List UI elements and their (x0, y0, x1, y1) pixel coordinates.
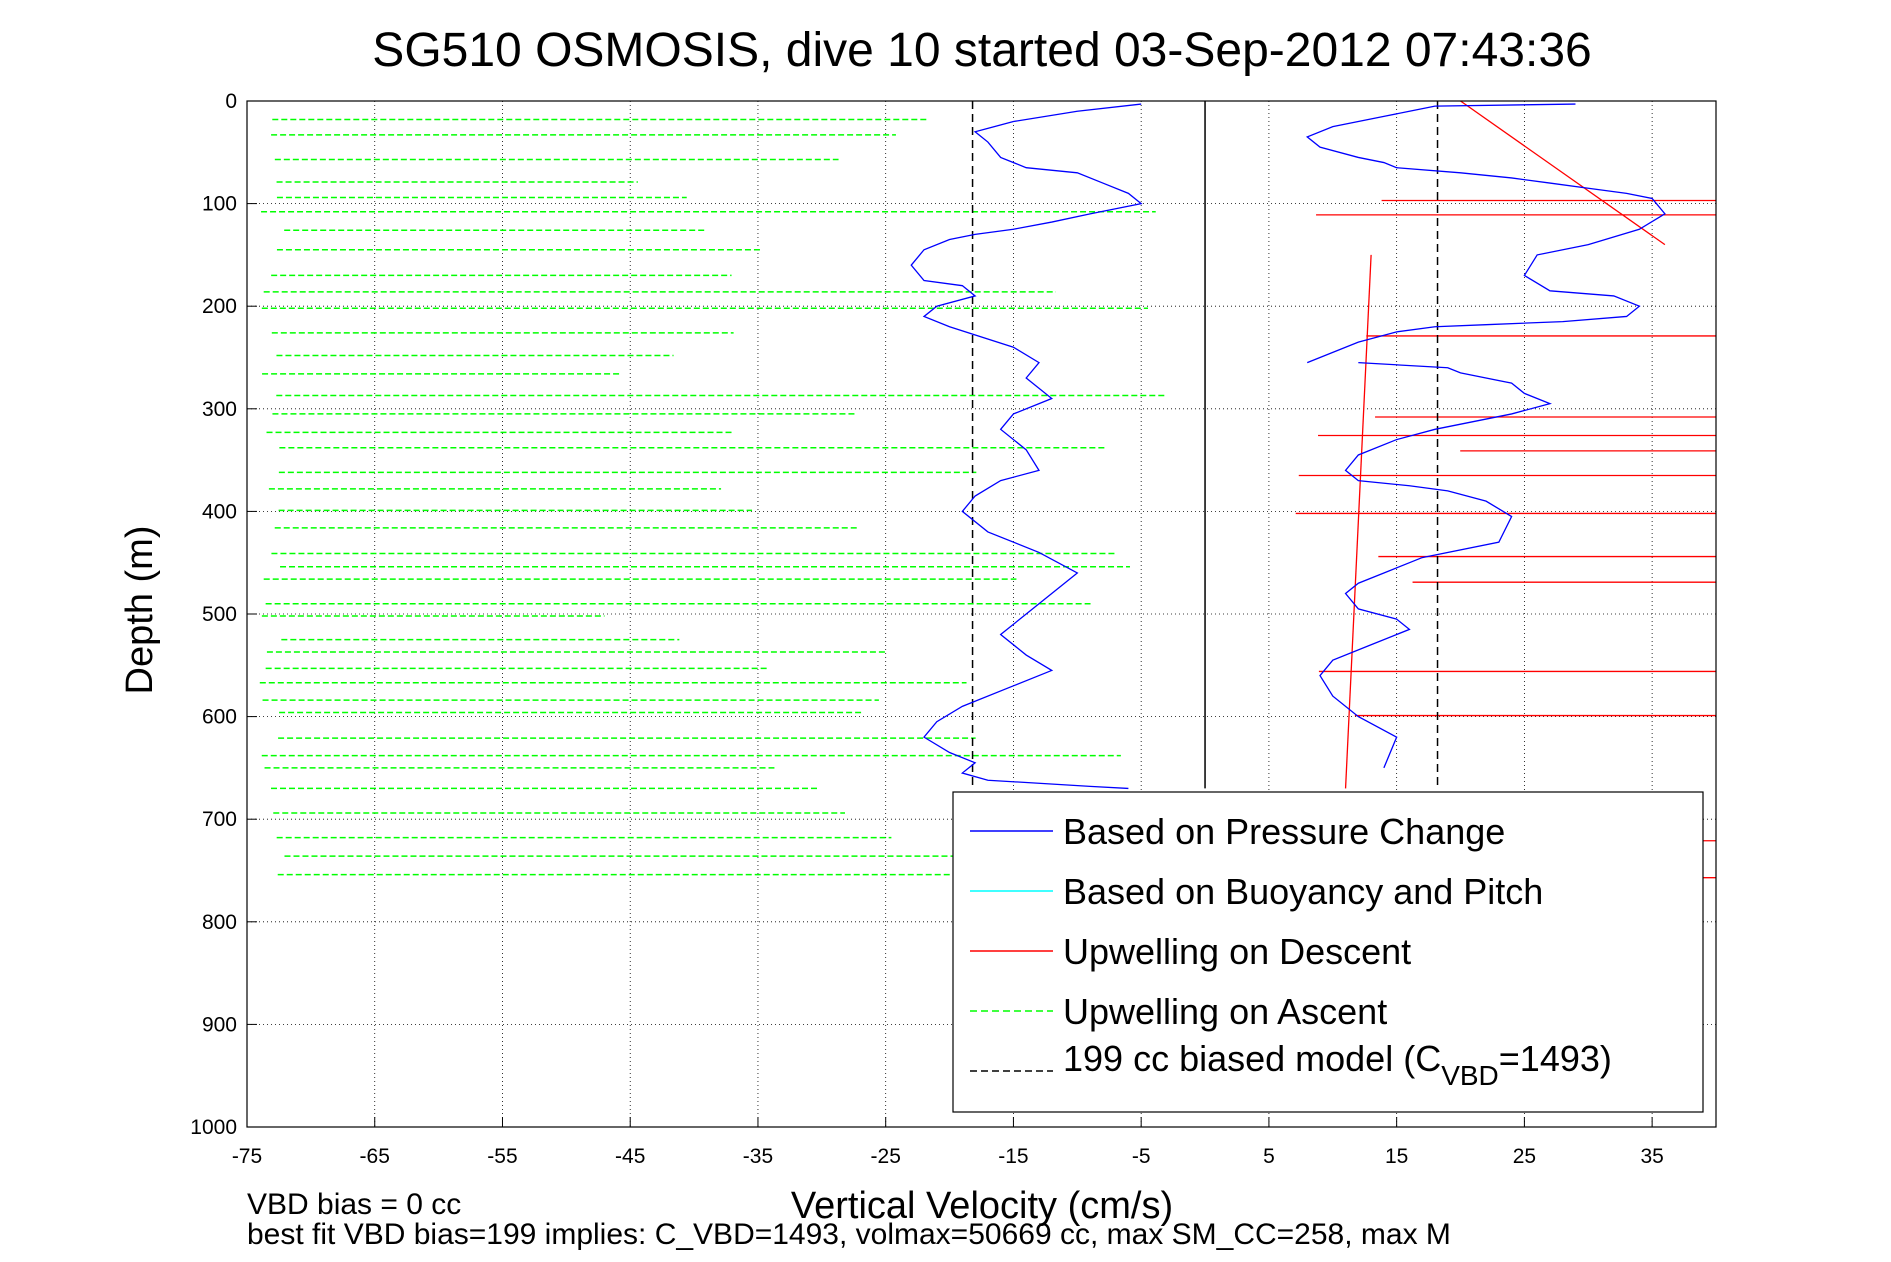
x-tick-label: -55 (487, 1145, 517, 1168)
descent-trend-line (1460, 100, 1666, 246)
note-line-2: best fit VBD bias=199 implies: C_VBD=149… (247, 1218, 1451, 1251)
x-tick-label: -15 (998, 1145, 1028, 1168)
x-tick-label: -75 (232, 1145, 262, 1168)
x-tick-label: -25 (871, 1145, 901, 1168)
legend-box (952, 791, 1704, 1113)
y-tick-labels: 0 100 200 300 400 500 600 700 800 900 1000 (190, 90, 257, 1139)
legend-label-ascent: Upwelling on Ascent (1063, 991, 1387, 1032)
descent-trend-line (1344, 254, 1372, 789)
y-tick-label: 0 (225, 90, 237, 113)
x-tick-label: 35 (1640, 1145, 1663, 1168)
y-tick-label: 1000 (190, 1116, 237, 1139)
y-tick-label: 300 (202, 398, 237, 421)
y-tick-label: 700 (202, 808, 237, 831)
y-tick-label: 500 (202, 603, 237, 626)
pressure-change-series (910, 103, 1143, 790)
y-tick-label: 100 (202, 193, 237, 216)
x-axis-label: Vertical Velocity (cm/s) (791, 1185, 1173, 1227)
legend-label-buoyancy: Based on Buoyancy and Pitch (1063, 871, 1543, 912)
pressure-change-series (1305, 103, 1666, 364)
legend-label-model: 199 cc biased model (CVBD=1493) (1063, 1038, 1612, 1091)
legend-label-descent: Upwelling on Descent (1063, 931, 1411, 972)
reference-lines (971, 101, 1439, 789)
legend-model-main: 199 cc biased model (C (1063, 1038, 1441, 1079)
chart-title: SG510 OSMOSIS, dive 10 started 03-Sep-20… (372, 24, 1591, 77)
x-tick-label: -45 (615, 1145, 645, 1168)
note-line-1: VBD bias = 0 cc (247, 1188, 461, 1221)
y-tick-label: 800 (202, 911, 237, 934)
x-tick-label: -35 (743, 1145, 773, 1168)
legend: Based on Pressure Change Based on Buoyan… (952, 791, 1704, 1113)
y-tick-label: 600 (202, 706, 237, 729)
legend-label-pressure: Based on Pressure Change (1063, 811, 1505, 852)
x-tick-label: -5 (1132, 1145, 1151, 1168)
legend-model-tail: =1493) (1499, 1038, 1612, 1079)
y-axis-label: Depth (m) (119, 526, 161, 695)
pressure-change-series (1319, 361, 1552, 769)
y-tick-label: 200 (202, 295, 237, 318)
data-series (910, 103, 1666, 790)
y-tick-label: 400 (202, 500, 237, 523)
legend-model-sub: VBD (1441, 1060, 1499, 1091)
x-tick-label: -65 (360, 1145, 390, 1168)
upwelling-lines (259, 100, 1716, 879)
x-tick-label: 15 (1385, 1145, 1408, 1168)
x-tick-labels: -75 -65 -55 -45 -35 -25 -15 -5 5 15 25 35 (232, 1117, 1664, 1168)
x-tick-label: 5 (1263, 1145, 1275, 1168)
x-tick-label: 25 (1513, 1145, 1536, 1168)
y-tick-label: 900 (202, 1013, 237, 1036)
